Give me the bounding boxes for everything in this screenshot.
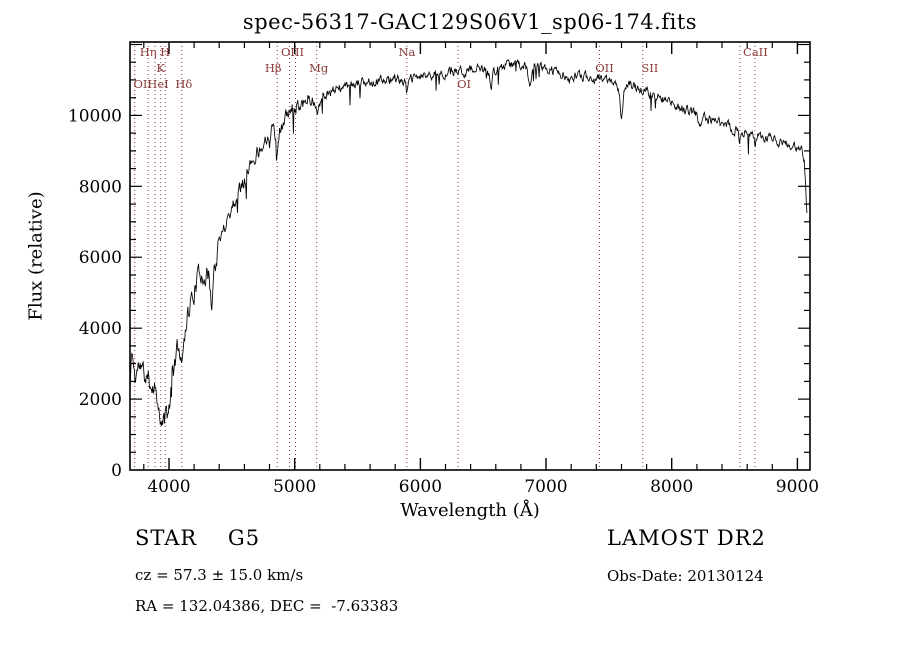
y-tick-label: 4000	[79, 319, 122, 339]
spectral-line-label: CaII	[743, 45, 768, 59]
survey-label: LAMOST DR2	[607, 526, 766, 550]
coordinates: RA = 132.04386, DEC = -7.63383	[135, 597, 399, 615]
spectral-line-label: SII	[641, 61, 658, 75]
object-classification: STAR G5	[135, 526, 261, 550]
spectral-line-label: OIII	[281, 45, 304, 59]
spectral-line-label: Hβ	[265, 61, 282, 75]
x-tick-label: 4000	[147, 477, 190, 497]
spectral-line-label: HeI	[147, 77, 168, 91]
radial-velocity: cz = 57.3 ± 15.0 km/s	[135, 566, 304, 584]
spectrum-curve	[130, 59, 808, 426]
spectral-line-label: OI	[457, 77, 471, 91]
x-tick-label: 8000	[650, 477, 693, 497]
spectral-line-label: H	[160, 45, 170, 59]
spectral-line-label: Hδ	[175, 77, 192, 91]
x-tick-label: 7000	[524, 477, 567, 497]
obs-date: Obs-Date: 20130124	[607, 567, 764, 585]
x-tick-label: 6000	[399, 477, 442, 497]
spectral-line-label: Hη	[140, 45, 157, 59]
x-axis-label: Wavelength (Å)	[400, 500, 540, 521]
spectral-line-label: K	[156, 61, 165, 75]
y-tick-label: 8000	[79, 177, 122, 197]
y-tick-label: 0	[111, 461, 122, 481]
x-tick-label: 5000	[273, 477, 316, 497]
spectral-line-label: OII	[133, 77, 152, 91]
plot-box	[129, 41, 811, 471]
y-tick-label: 2000	[79, 390, 122, 410]
y-tick-label: 6000	[79, 248, 122, 268]
spectral-line-label: Mg	[309, 61, 329, 75]
plot-title: spec-56317-GAC129S06V1_sp06-174.fits	[242, 10, 698, 34]
spectral-line-label: OII	[595, 61, 614, 75]
spectral-line-label: Na	[398, 45, 415, 59]
x-tick-label: 9000	[776, 477, 819, 497]
y-tick-label: 10000	[68, 106, 122, 126]
